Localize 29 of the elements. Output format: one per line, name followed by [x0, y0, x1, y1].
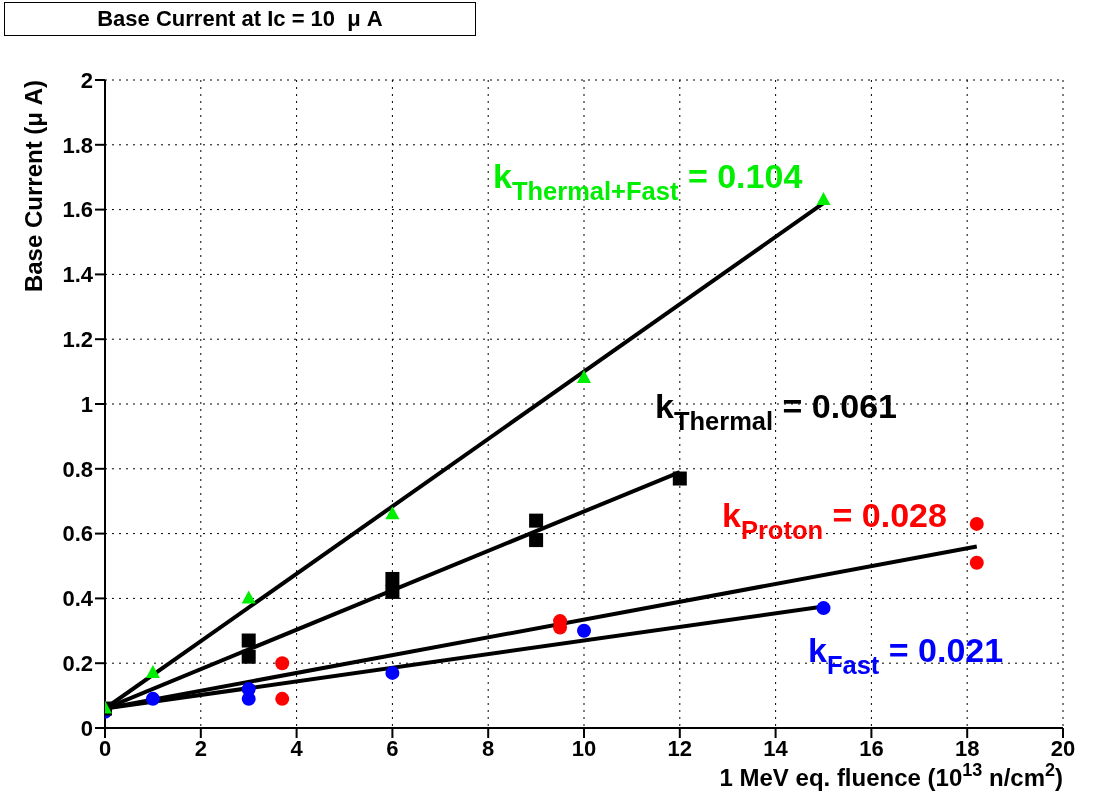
- x-tick-label: 6: [386, 735, 399, 761]
- y-tick-label: 1.6: [62, 197, 93, 223]
- y-tick-label: 0.6: [62, 521, 93, 547]
- x-tick-label: 0: [98, 735, 112, 761]
- y-tick-label: 0: [80, 715, 93, 741]
- y-tick-label: 1.2: [62, 327, 93, 353]
- y-axis-title: Base Current (μ A): [20, 80, 47, 293]
- x-tick-label: 4: [290, 735, 304, 761]
- y-tick-label: 1.4: [62, 262, 94, 288]
- annotation: k$_{Fast}$ = 0.021: [808, 631, 1004, 679]
- y-tick-label: 1: [80, 391, 93, 417]
- annotation: k$_{Thermal+Fast}$ = 0.104: [493, 157, 803, 205]
- x-tick-label: 14: [763, 735, 789, 761]
- chart-title: Base Current at Ic = 10 μ A: [4, 2, 476, 36]
- x-tick-label: 16: [859, 735, 884, 761]
- x-tick-label: 18: [954, 735, 980, 761]
- x-axis-title: 1 MeV eq. fluence (10$^{13}$ n/cm$^{2}$): [719, 760, 1063, 791]
- y-tick-label: 0.8: [62, 456, 93, 482]
- x-tick-label: 2: [194, 735, 207, 761]
- y-tick-label: 1.8: [62, 132, 93, 158]
- annotation: k$_{Thermal}$ = 0.061: [655, 387, 897, 435]
- x-tick-label: 20: [1050, 735, 1076, 761]
- x-tick-label: 10: [571, 735, 597, 761]
- y-tick-label: 2: [80, 67, 93, 93]
- x-tick-label: 8: [482, 735, 495, 761]
- x-tick-label: 12: [667, 735, 693, 761]
- annotation: k$_{Proton}$ = 0.028: [722, 496, 947, 544]
- y-tick-label: 0.4: [62, 586, 94, 612]
- y-tick-label: 0.2: [62, 651, 93, 677]
